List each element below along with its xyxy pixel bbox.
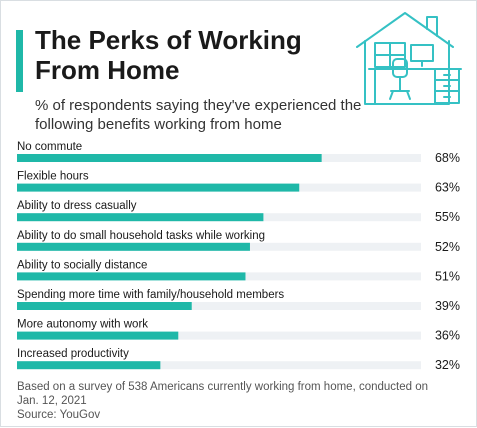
home-office-icon	[356, 12, 462, 105]
value-label: 68%	[435, 151, 460, 165]
source-label: Source: YouGov	[17, 409, 101, 421]
chart-footer: Based on a survey of 538 Americans curre…	[17, 380, 437, 422]
bar-track	[17, 361, 421, 370]
chart-title: The Perks of Working From Home	[35, 25, 302, 85]
category-label: Ability to do small household tasks whil…	[17, 230, 265, 242]
bar-track	[17, 331, 421, 340]
value-label: 36%	[435, 329, 460, 343]
bar	[17, 154, 322, 162]
category-label: More autonomy with work	[17, 319, 148, 331]
bar-track	[17, 154, 421, 162]
chart-subtitle: % of respondents saying they've experien…	[35, 97, 362, 133]
category-label: Ability to dress casually	[17, 200, 137, 212]
bar-track	[17, 183, 421, 192]
value-label: 39%	[435, 299, 460, 313]
value-label: 32%	[435, 358, 460, 372]
category-label: Flexible hours	[17, 171, 89, 183]
bar-track	[17, 302, 421, 310]
category-label: Spending more time with family/household…	[17, 289, 284, 301]
bar	[17, 331, 179, 340]
bar	[17, 183, 300, 192]
bar-track	[17, 213, 421, 222]
value-label: 63%	[435, 181, 460, 195]
category-label: No commute	[17, 141, 82, 153]
category-label: Ability to socially distance	[17, 259, 147, 271]
bar-rows: No commute 68% Flexible hours 63% Ability to…	[17, 141, 460, 372]
bar	[17, 272, 246, 281]
value-label: 55%	[435, 210, 460, 224]
bar	[17, 361, 161, 370]
survey-note: Based on a survey of 538 Americans curre…	[17, 381, 429, 407]
bar-track	[17, 242, 421, 251]
bar-track	[17, 272, 421, 281]
bar	[17, 302, 192, 310]
value-label: 51%	[435, 269, 460, 283]
value-label: 52%	[435, 240, 460, 254]
bar	[17, 242, 250, 251]
bar	[17, 213, 264, 222]
category-label: Increased productivity	[17, 348, 129, 360]
title-accent-bar	[16, 30, 23, 92]
